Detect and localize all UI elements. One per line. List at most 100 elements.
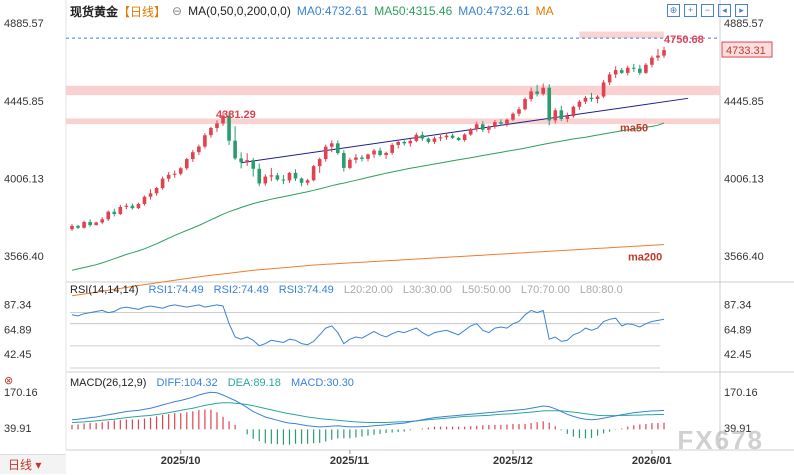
candle-body — [432, 138, 437, 142]
candle-body — [589, 97, 594, 100]
candle-body — [160, 178, 165, 189]
annotation-ma200: ma200 — [628, 252, 662, 264]
candle-body — [529, 91, 533, 100]
chart-toolbar: ⊕ + − ◂ ▸ — [667, 4, 748, 17]
diff-line — [71, 391, 665, 428]
candle-body — [263, 176, 268, 184]
candle-body — [656, 55, 660, 58]
candle-body — [468, 129, 473, 135]
candle-body — [245, 160, 249, 163]
ma-a-value: MA0:4732.61 — [296, 4, 369, 18]
rsi-tick-left: 64.89 — [4, 324, 32, 336]
macd-tick-right: 39.91 — [724, 423, 752, 435]
period-tab-label: 日线 — [8, 458, 33, 472]
candle-body — [178, 168, 183, 174]
current-price-label: 4733.31 — [726, 45, 766, 57]
ma-d-label: MA — [535, 4, 554, 18]
candle-body — [523, 99, 527, 110]
candle-body — [94, 222, 98, 226]
candle-body — [378, 150, 382, 156]
candle-body — [638, 68, 642, 73]
price-tick-left: 3566.40 — [4, 251, 44, 263]
candle-body — [76, 225, 80, 228]
candle-body — [619, 70, 624, 73]
rsi-line — [71, 304, 665, 347]
candle-body — [493, 122, 497, 127]
candle-body — [342, 153, 346, 168]
candle-body — [366, 154, 370, 159]
period-tab[interactable]: 日线 ▾ — [0, 454, 66, 474]
candle-body — [172, 173, 177, 175]
price-tick-right: 4006.13 — [724, 173, 764, 185]
rsi-tick-left: 87.34 — [4, 299, 32, 311]
candle-body — [625, 67, 630, 73]
candle-body — [257, 168, 262, 184]
candle-body — [462, 134, 467, 140]
annotation-ma50: ma50 — [620, 122, 648, 134]
candle-body — [408, 140, 413, 144]
annotation-high: 4750.68 — [664, 34, 704, 46]
candle-body — [631, 67, 636, 69]
candle-body — [239, 158, 243, 163]
x-tick-label: 2025/12 — [493, 455, 533, 467]
indicator-toggle-icon[interactable]: ⊗ — [4, 375, 14, 387]
candle-body — [644, 64, 648, 73]
candle-body — [390, 144, 394, 153]
settings-icon[interactable]: ⊖ — [172, 4, 183, 18]
candle-body — [547, 87, 552, 121]
resistance-zone — [66, 85, 720, 96]
x-tick-label: 2026/01 — [632, 455, 672, 467]
candle-body — [100, 219, 105, 223]
candle-body — [360, 157, 364, 159]
candle-body — [595, 96, 600, 100]
rsi3-value: RSI3:74.49 — [278, 284, 334, 296]
candle-body — [420, 134, 425, 139]
candle-body — [396, 141, 401, 145]
dea-value: DEA:89.18 — [227, 377, 281, 389]
candle-body — [184, 159, 189, 169]
candle-body — [233, 140, 237, 159]
diff-value: DIFF:104.32 — [156, 377, 218, 389]
candle-body — [511, 113, 515, 120]
ma200-line — [71, 244, 665, 297]
candle-body — [354, 157, 358, 160]
price-tick-left: 4885.57 — [4, 18, 44, 30]
candle-body — [275, 175, 280, 180]
watermark: FX678 — [677, 425, 764, 455]
move-left-icon[interactable]: ◂ — [718, 4, 731, 17]
candle-body — [607, 74, 612, 83]
price-tick-left: 4006.13 — [4, 173, 44, 185]
candle-body — [571, 106, 576, 117]
candle-body — [577, 101, 582, 107]
rsi-tick-right: 64.89 — [724, 324, 752, 336]
candle-body — [197, 146, 201, 153]
candle-body — [402, 141, 407, 144]
symbol-name: 现货黄金 — [70, 4, 119, 19]
chart-header: 现货黄金 【日线】 ⊖ MA(0,50,0,200,0,0) MA0:4732.… — [0, 0, 794, 22]
macd-header: MACD(26,12,9) DIFF:104.32 DEA:89.18 MACD… — [70, 377, 361, 389]
price-tick-right: 4885.57 — [724, 18, 764, 30]
move-right-icon[interactable]: ▸ — [735, 4, 748, 17]
rsi-label: RSI(14,14,14) — [70, 284, 139, 296]
candle-body — [613, 70, 618, 75]
rsi-level-20: L20:20.00 — [343, 284, 393, 296]
ma-params[interactable]: MA(0,50,0,200,0,0) — [188, 4, 291, 18]
candle-body — [323, 146, 328, 160]
candle-body — [287, 172, 292, 181]
x-tick-label: 2025/10 — [161, 455, 201, 467]
candle-body — [221, 115, 225, 124]
period-label[interactable]: 【日线】 — [118, 4, 167, 19]
candle-body — [517, 109, 521, 114]
zoom-out-icon[interactable]: − — [701, 4, 714, 17]
zoom-in-icon[interactable]: + — [684, 4, 697, 17]
candle-body — [384, 152, 388, 156]
candle-body — [227, 115, 231, 141]
recent-high-zone — [579, 31, 664, 39]
rsi-tick-left: 42.45 — [4, 349, 32, 361]
candle-body — [191, 152, 195, 160]
candle-body — [456, 137, 461, 140]
candle-body — [293, 172, 298, 179]
crosshair-tool-icon[interactable]: ⊕ — [667, 4, 680, 17]
rsi1-value: RSI1:74.49 — [148, 284, 204, 296]
